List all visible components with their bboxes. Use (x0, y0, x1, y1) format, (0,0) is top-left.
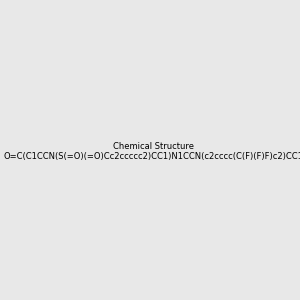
Text: Chemical Structure
O=C(C1CCN(S(=O)(=O)Cc2ccccc2)CC1)N1CCN(c2cccc(C(F)(F)F)c2)CC1: Chemical Structure O=C(C1CCN(S(=O)(=O)Cc… (4, 142, 300, 161)
